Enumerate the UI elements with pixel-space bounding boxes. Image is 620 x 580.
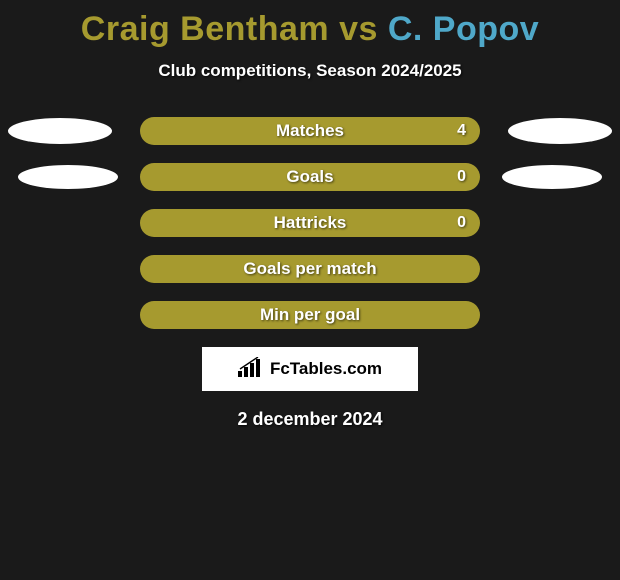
footer-date: 2 december 2024 [0,409,620,430]
stat-label: Min per goal [140,305,480,325]
subtitle: Club competitions, Season 2024/2025 [0,61,620,81]
stat-row: Goals per match [0,255,620,283]
left-ellipse [18,165,118,189]
stat-label: Hattricks [140,213,480,233]
player2-name: C. Popov [388,10,539,48]
stat-bar: Goals per match [140,255,480,283]
stat-value: 0 [457,168,466,186]
stat-rows: Matches4Goals0Hattricks0Goals per matchM… [0,117,620,329]
stat-value: 0 [457,214,466,232]
page-title: Craig Bentham vs C. Popov [0,0,620,49]
stat-row: Goals0 [0,163,620,191]
stat-value: 4 [457,122,466,140]
badge-text: FcTables.com [270,359,382,379]
stat-bar: Hattricks0 [140,209,480,237]
stat-bar: Goals0 [140,163,480,191]
stat-label: Goals per match [140,259,480,279]
source-badge: FcTables.com [202,347,418,391]
left-ellipse [8,118,112,144]
player1-name: Craig Bentham [81,10,329,48]
right-ellipse [502,165,602,189]
stat-label: Matches [140,121,480,141]
right-ellipse [508,118,612,144]
title-vs: vs [329,10,388,48]
stat-label: Goals [140,167,480,187]
stat-row: Hattricks0 [0,209,620,237]
chart-bars-icon [238,357,264,382]
stat-bar: Min per goal [140,301,480,329]
stat-bar: Matches4 [140,117,480,145]
stat-row: Matches4 [0,117,620,145]
stat-row: Min per goal [0,301,620,329]
